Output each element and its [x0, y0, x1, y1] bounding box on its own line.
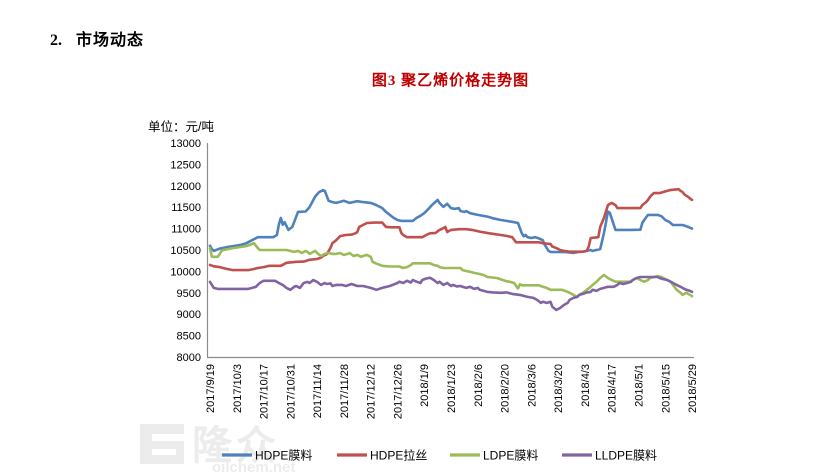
- series-line-HDPE拉丝: [208, 187, 694, 272]
- y-tick-label: 8500: [177, 331, 201, 343]
- series-line-HDPE膜料: [208, 188, 694, 255]
- section-title: 市场动态: [76, 32, 145, 49]
- legend-label-LLDPE膜料: LLDPE膜料: [595, 449, 657, 463]
- y-tick-label: 10500: [170, 245, 201, 257]
- x-tick-label: 2018/3/20: [553, 364, 565, 413]
- x-tick-label: 2017/12/12: [366, 364, 378, 419]
- x-tick-label: 2017/11/14: [312, 364, 324, 418]
- section-number: 2.: [50, 32, 62, 49]
- x-tick-label: 2017/9/19: [205, 364, 217, 413]
- x-tick-label: 2018/4/17: [607, 364, 619, 413]
- watermark-site-text: oilchem.net: [212, 459, 295, 475]
- x-tick-label: 2018/2/6: [473, 364, 485, 407]
- legend-label-LDPE膜料: LDPE膜料: [483, 449, 538, 463]
- x-tick-label: 2017/10/31: [285, 364, 297, 419]
- x-tick-label: 2017/10/17: [259, 364, 271, 419]
- section-heading: 2. 市场动态: [50, 26, 144, 50]
- watermark-logo: 隆众 oilchem.net: [140, 424, 295, 475]
- watermark-logo-block: [140, 424, 184, 464]
- legend-label-HDPE膜料: HDPE膜料: [255, 449, 312, 463]
- x-tick-label: 2018/4/3: [580, 364, 592, 407]
- chart-series-lines: [208, 187, 694, 312]
- series-line-LLDPE膜料: [208, 275, 694, 312]
- x-tick-label: 2017/11/28: [339, 364, 351, 418]
- y-tick-label: 12000: [170, 181, 201, 193]
- x-tick-label: 2018/3/6: [526, 364, 538, 407]
- watermark-brand-text: 隆众: [192, 424, 280, 468]
- x-tick-label: 2017/12/26: [392, 364, 404, 419]
- y-tick-label: 11000: [171, 224, 201, 236]
- x-tick-label: 2018/1/23: [446, 364, 458, 413]
- x-axis-tick-labels: 2017/9/19 2017/10/3 2017/10/17 2017/10/31 20…: [205, 364, 699, 419]
- x-tick-label: 2018/2/20: [500, 364, 512, 413]
- y-tick-label: 11500: [171, 202, 201, 214]
- axis-unit-label: 单位：元/吨: [148, 120, 214, 134]
- y-tick-label: 9500: [177, 288, 201, 300]
- x-tick-label: 2018/5/15: [660, 364, 672, 413]
- y-tick-label: 13000: [170, 138, 201, 150]
- x-tick-label: 2018/5/29: [687, 364, 699, 413]
- y-axis-tick-labels: 13000 12500 12000 11500 11000 10500 10000 9500 9…: [170, 138, 201, 364]
- legend-label-HDPE拉丝: HDPE拉丝: [370, 448, 427, 463]
- chart-title: 图3 聚乙烯价格走势图: [371, 73, 530, 89]
- y-tick-label: 8000: [177, 352, 201, 364]
- series-line-LDPE膜料: [208, 241, 694, 299]
- y-tick-label: 9000: [177, 309, 201, 321]
- x-tick-label: 2018/1/9: [419, 364, 431, 407]
- y-tick-label: 12500: [170, 159, 201, 171]
- y-tick-label: 10000: [170, 266, 201, 278]
- x-tick-label: 2017/10/3: [232, 364, 244, 413]
- chart-legend: HDPE膜料 HDPE拉丝 LDPE膜料 LLDPE膜料: [222, 448, 657, 463]
- x-tick-label: 2018/5/1: [633, 364, 645, 407]
